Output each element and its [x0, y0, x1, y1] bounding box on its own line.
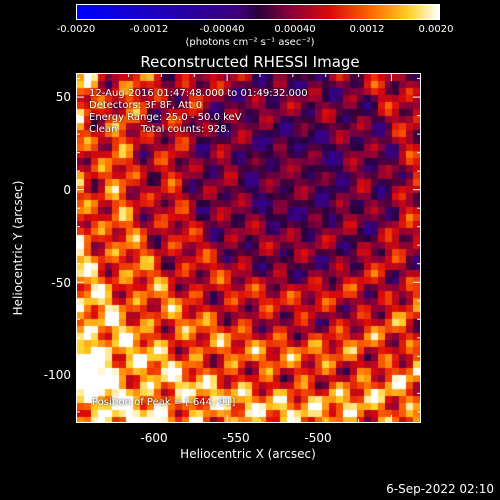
- x-tick-label: -600: [140, 431, 168, 445]
- colorbar-tick-label: -0.00040: [199, 24, 245, 35]
- x-tick-label: -550: [222, 431, 250, 445]
- colorbar-units-label: (photons cm⁻² s⁻¹ asec⁻²): [185, 37, 315, 48]
- x-tick-label: -500: [304, 431, 332, 445]
- y-tick-label: -50: [51, 276, 71, 290]
- time-range-annotation: 12-Aug-2016 01:47:48.000 to 01:49:32.000: [89, 88, 308, 99]
- colorbar-tick-label: 0.0020: [418, 24, 454, 35]
- total-counts-annotation: Total counts: 928.: [141, 124, 230, 135]
- chart-title: Reconstructed RHESSI Image: [140, 53, 360, 71]
- date-stamp: 6-Sep-2022 02:10: [386, 482, 494, 496]
- plot-area: 12-Aug-2016 01:47:48.000 to 01:49:32.000…: [76, 73, 421, 423]
- colorbar: [76, 4, 440, 20]
- colorbar-tick-label: -0.0012: [129, 24, 169, 35]
- y-tick-label: 50: [55, 90, 71, 104]
- y-tick-label: -100: [43, 368, 71, 382]
- colorbar-tick-label: 0.0012: [349, 24, 385, 35]
- detectors-annotation: Detectors: 3F 8F, Att 0: [89, 100, 203, 111]
- energy-range-annotation: Energy Range: 25.0 - 50.0 keV: [89, 112, 242, 123]
- y-axis-label: Heliocentric Y (arcsec): [11, 180, 25, 316]
- x-axis-label: Heliocentric X (arcsec): [180, 447, 316, 461]
- peak-position-annotation: Position of Peak = [-644,-91]: [92, 397, 236, 408]
- colorbar-tick-label: -0.0020: [56, 24, 96, 35]
- method-annotation: Clean: [89, 124, 118, 135]
- heatmap-image: [77, 74, 420, 422]
- y-tick-label: 0: [63, 183, 71, 197]
- colorbar-tick-label: 0.00040: [274, 24, 316, 35]
